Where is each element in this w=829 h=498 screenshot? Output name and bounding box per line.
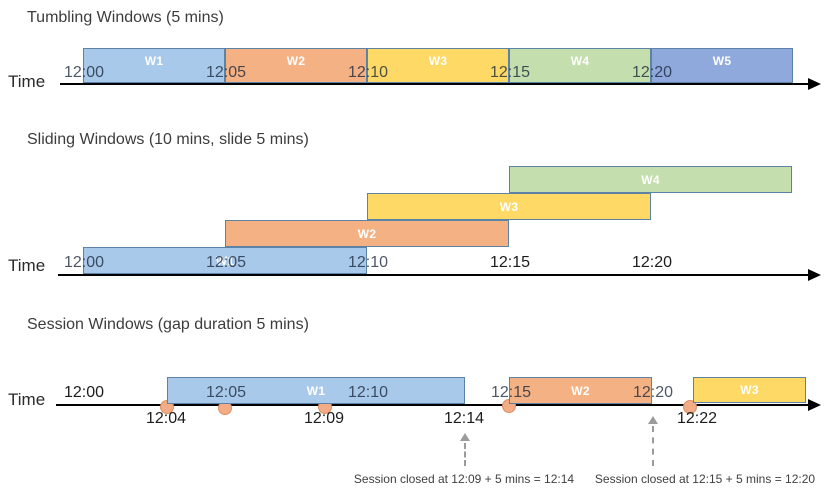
sliding-window-w2: W2 [225, 220, 509, 247]
window-label: W2 [357, 226, 377, 241]
event-time-label-1204: 12:04 [145, 410, 187, 427]
window-label: W3 [740, 383, 759, 397]
tumbling-window-w2: W2 [225, 48, 367, 83]
tumbling-time-axis [60, 83, 808, 85]
session-window-w3: W3 [693, 377, 806, 403]
sliding-tick-1210: 12:10 [347, 254, 389, 271]
tumbling-window-w1: W1 [83, 48, 225, 83]
event-dot-1221 [683, 400, 697, 414]
sliding-tick-1215: 12:15 [489, 254, 531, 271]
tumbling-window-w5: W5 [651, 48, 793, 83]
sliding-time-axis [58, 274, 808, 276]
session-tick-1215: 12:15 [490, 384, 532, 401]
window-label: W2 [286, 54, 306, 68]
window-label: W3 [499, 199, 519, 214]
window-label: W4 [641, 172, 660, 187]
sliding-section-title: Sliding Windows (10 mins, slide 5 mins) [27, 131, 309, 148]
event-time-label-1214: 12:14 [443, 410, 485, 427]
session-window-w1: W1 [167, 377, 465, 404]
session-axis-arrowhead-icon [808, 399, 821, 411]
sliding-axis-arrowhead-icon [808, 269, 821, 281]
window-label: W2 [571, 383, 590, 398]
event-time-label-1222: 12:22 [676, 410, 718, 427]
tumbling-tick-1205: 12:05 [205, 64, 247, 81]
window-label: W1 [215, 253, 235, 268]
window-label: W1 [306, 383, 326, 398]
session-window-w2: W2 [509, 377, 652, 404]
session-time-axis [56, 404, 808, 406]
dashed-up-arrow-1220 [648, 416, 658, 466]
tumbling-time-axis-label: Time [8, 72, 46, 91]
window-label: W5 [712, 54, 732, 68]
session-time-axis-label: Time [8, 390, 46, 409]
tumbling-tick-1215: 12:15 [489, 64, 531, 81]
tumbling-window-w4: W4 [509, 48, 651, 83]
arrow-head-icon [648, 416, 658, 424]
tumbling-tick-1200: 12:00 [63, 64, 105, 81]
sliding-tick-1220: 12:20 [631, 254, 673, 271]
session-section-title: Session Windows (gap duration 5 mins) [27, 316, 309, 333]
sliding-time-axis-label: Time [8, 256, 46, 275]
window-label: W4 [570, 54, 590, 68]
sliding-tick-1200: 12:00 [63, 254, 105, 271]
event-time-label-1209: 12:09 [303, 410, 345, 427]
session-tick-1205: 12:05 [205, 384, 247, 401]
tumbling-window-w3: W3 [367, 48, 509, 83]
arrow-head-icon [460, 433, 470, 441]
arrow-dashed-line [652, 426, 654, 466]
arrow-dashed-line [464, 443, 466, 466]
dashed-up-arrow-1214 [460, 433, 470, 466]
session-tick-1200: 12:00 [63, 384, 105, 401]
tumbling-axis-arrowhead-icon [808, 78, 821, 90]
session-closed-annotation-1: Session closed at 12:09 + 5 mins = 12:14 [353, 472, 575, 486]
session-tick-1220: 12:20 [632, 384, 674, 401]
sliding-window-w1: W1 [83, 247, 367, 274]
tumbling-section-title: Tumbling Windows (5 mins) [27, 9, 224, 26]
sliding-window-w3: W3 [367, 193, 651, 220]
sliding-tick-1205: 12:05 [205, 254, 247, 271]
sliding-window-w4: W4 [509, 166, 792, 193]
session-closed-annotation-2: Session closed at 12:15 + 5 mins = 12:20 [594, 472, 816, 486]
window-label: W3 [428, 54, 448, 68]
tumbling-tick-1210: 12:10 [347, 64, 389, 81]
session-tick-1210: 12:10 [347, 384, 389, 401]
window-label: W1 [144, 54, 164, 68]
tumbling-tick-1220: 12:20 [631, 64, 673, 81]
